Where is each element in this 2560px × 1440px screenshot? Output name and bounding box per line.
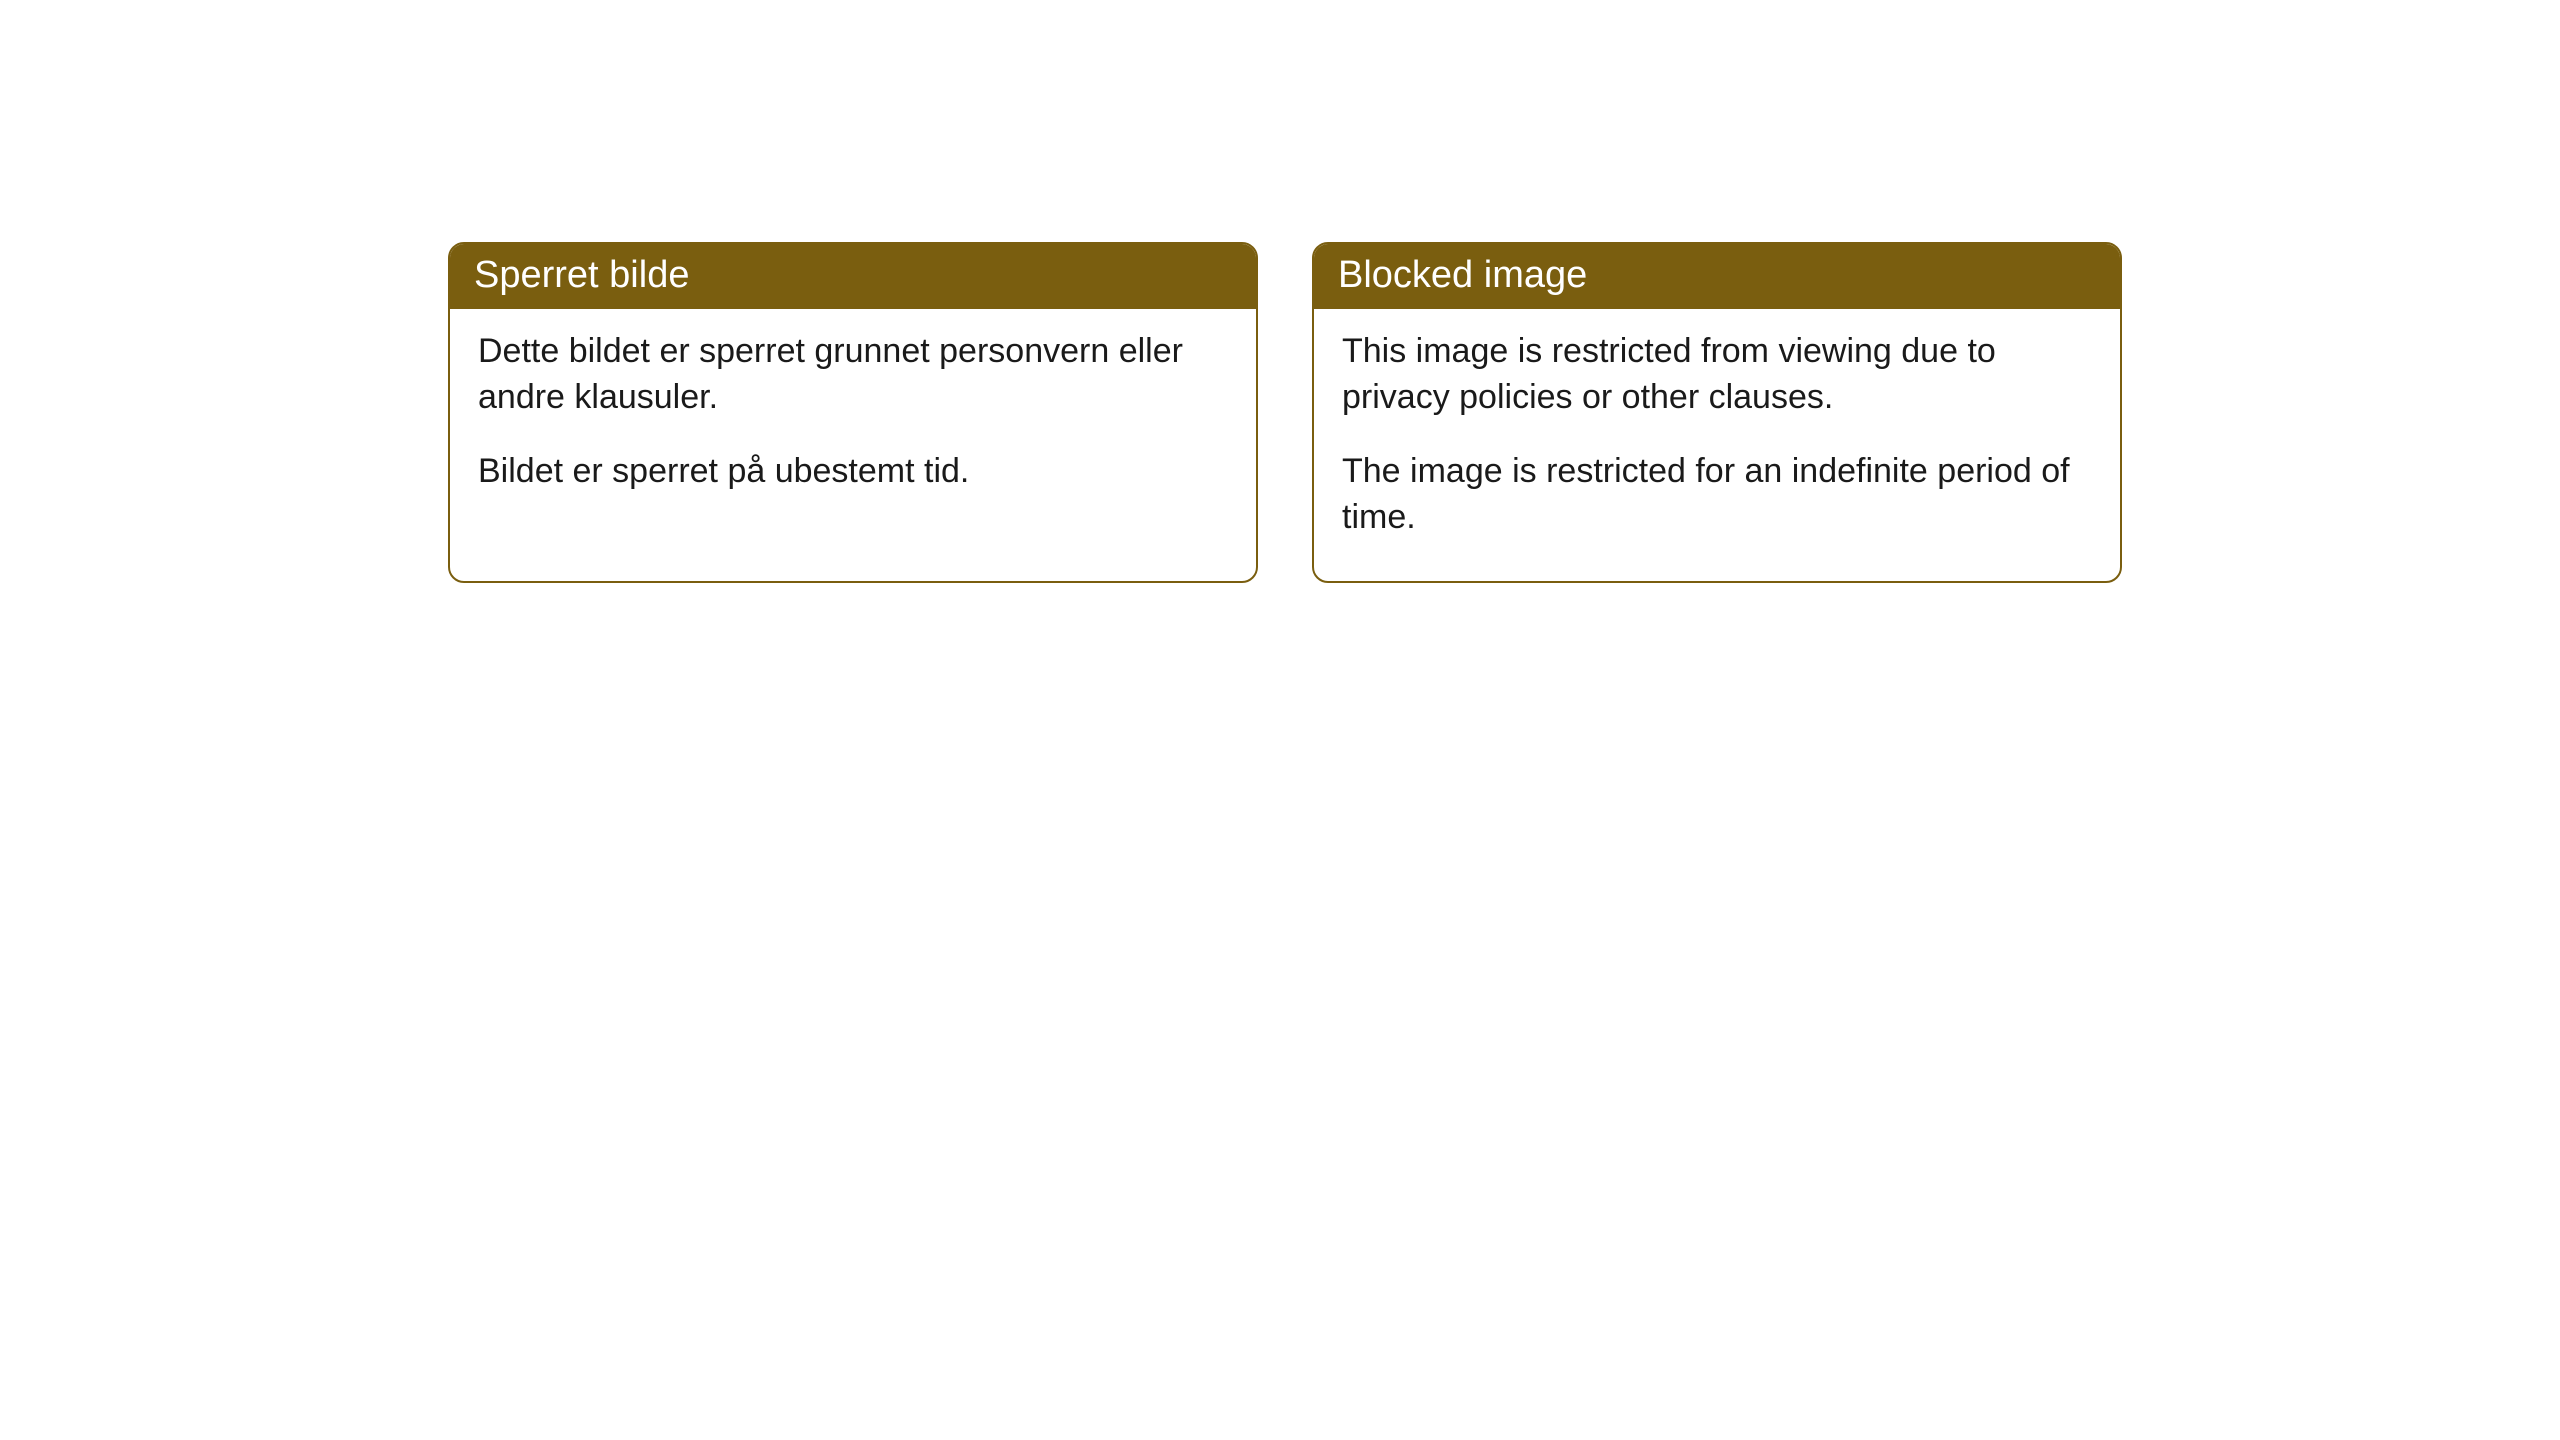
notice-header: Sperret bilde: [450, 244, 1256, 309]
notice-body: Dette bildet er sperret grunnet personve…: [450, 309, 1256, 535]
notice-paragraph: Bildet er sperret på ubestemt tid.: [478, 449, 1228, 495]
notice-container: Sperret bilde Dette bildet er sperret gr…: [448, 242, 2122, 583]
notice-card-norwegian: Sperret bilde Dette bildet er sperret gr…: [448, 242, 1258, 583]
notice-title: Sperret bilde: [474, 254, 689, 296]
notice-body: This image is restricted from viewing du…: [1314, 309, 2120, 581]
notice-title: Blocked image: [1338, 254, 1587, 296]
notice-paragraph: This image is restricted from viewing du…: [1342, 329, 2092, 421]
notice-paragraph: The image is restricted for an indefinit…: [1342, 449, 2092, 541]
notice-paragraph: Dette bildet er sperret grunnet personve…: [478, 329, 1228, 421]
notice-header: Blocked image: [1314, 244, 2120, 309]
notice-card-english: Blocked image This image is restricted f…: [1312, 242, 2122, 583]
